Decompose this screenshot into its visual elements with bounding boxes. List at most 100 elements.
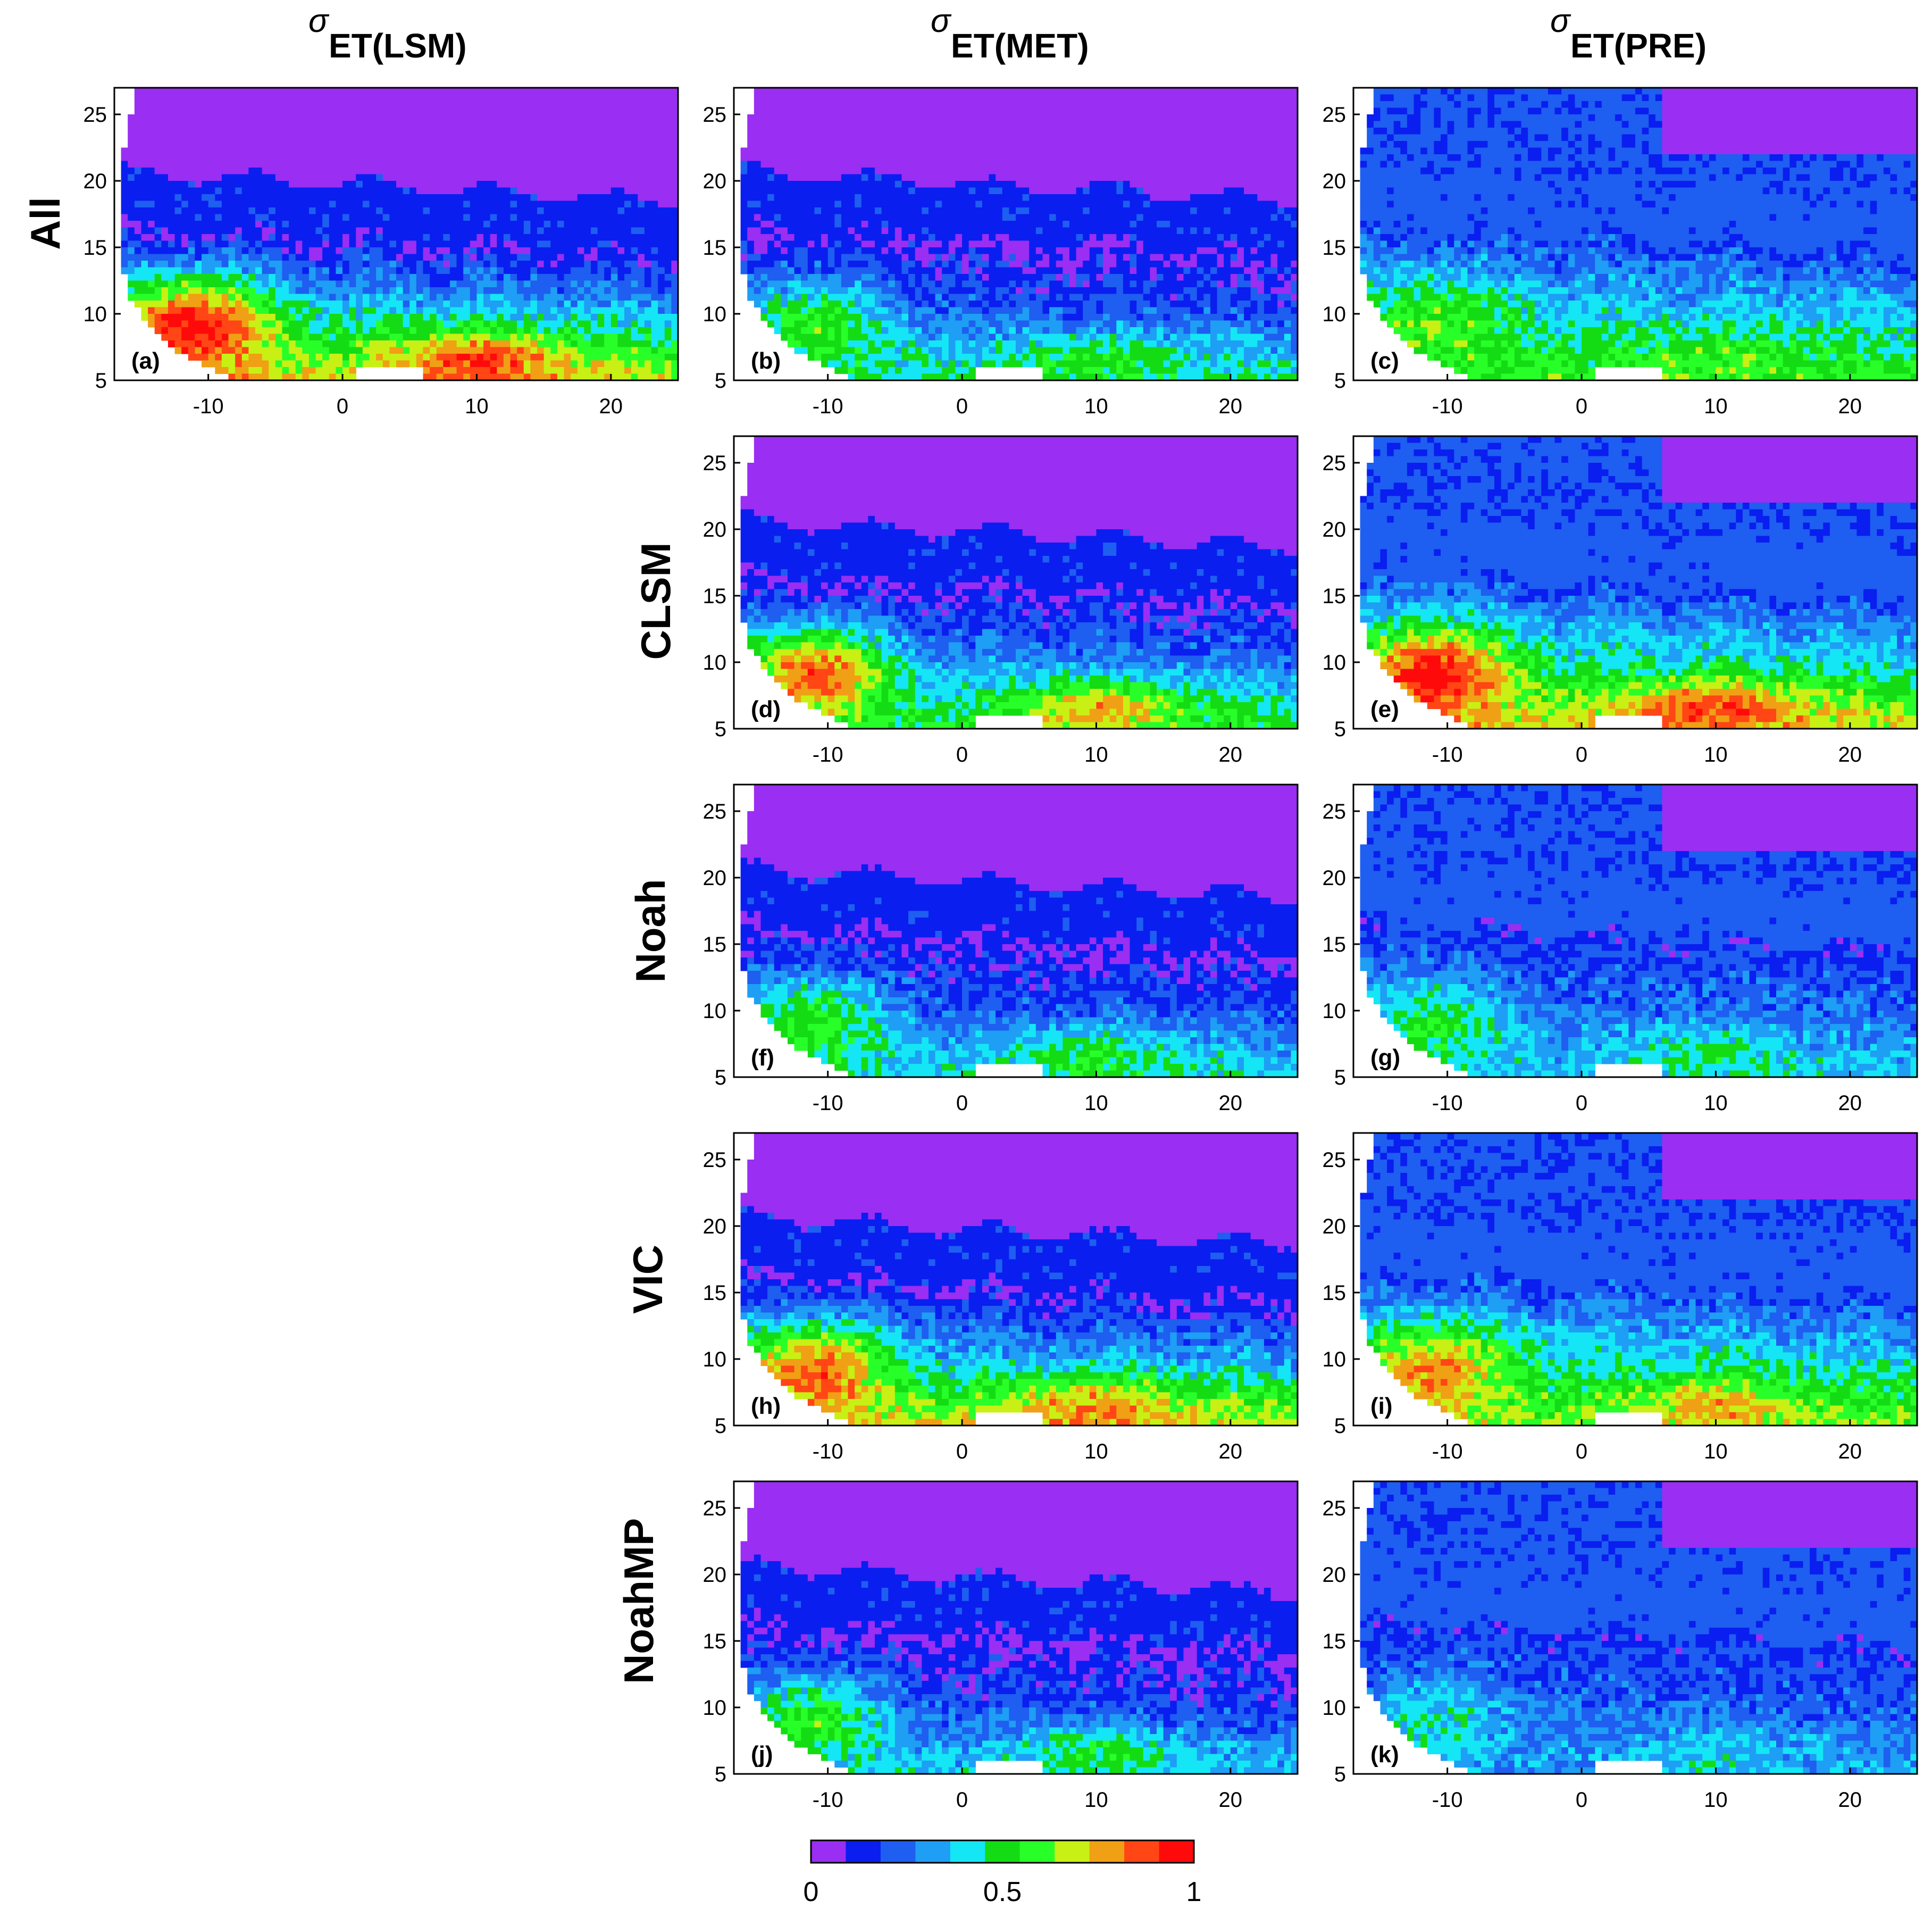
x-tick-label: 20 bbox=[1219, 1091, 1243, 1115]
panel-label: (d) bbox=[751, 696, 781, 722]
x-tick-label: -10 bbox=[813, 1440, 843, 1463]
x-tick-label: -10 bbox=[1432, 1091, 1463, 1115]
x-tick-label: 0 bbox=[956, 1091, 968, 1115]
colorbar-bin bbox=[915, 1840, 951, 1863]
x-tick-label: 10 bbox=[1084, 1440, 1108, 1463]
x-tick-label: 20 bbox=[599, 395, 623, 418]
x-tick-label: -10 bbox=[1432, 1440, 1463, 1463]
y-tick-label: 25 bbox=[703, 800, 727, 823]
x-tick-label: 10 bbox=[1704, 1440, 1728, 1463]
x-tick-label: 10 bbox=[1084, 395, 1108, 418]
colorbar-bin bbox=[846, 1840, 881, 1863]
x-tick-label: 10 bbox=[1084, 1091, 1108, 1115]
x-tick-label: 10 bbox=[1704, 1788, 1728, 1812]
map-panel-k: 25 20 15 10 5 -10 0 10 20 (k) bbox=[1323, 1480, 1918, 1812]
y-tick-label: 25 bbox=[1323, 452, 1346, 475]
axes-frame bbox=[1352, 784, 1918, 1078]
row-label-vic: VIC bbox=[624, 1245, 671, 1314]
y-tick-label: 20 bbox=[1323, 170, 1346, 193]
map-cells bbox=[740, 1133, 1298, 1426]
map-cells bbox=[121, 88, 678, 380]
x-tick-label: 0 bbox=[1576, 1788, 1587, 1812]
x-tick-label: 20 bbox=[1838, 1788, 1862, 1812]
colorbar: 0 0.5 1 bbox=[804, 1839, 1201, 1907]
colorbar-bin bbox=[1159, 1840, 1194, 1863]
map-cells bbox=[1360, 436, 1917, 729]
y-tick-label: 5 bbox=[715, 1763, 726, 1786]
y-tick-label: 25 bbox=[1323, 1497, 1346, 1520]
x-tick-label: 20 bbox=[1838, 395, 1862, 418]
row-label-noah: Noah bbox=[627, 879, 674, 983]
map-panel-b: 25 20 15 10 5 -10 0 10 20 (b) bbox=[703, 87, 1299, 418]
axes-frame bbox=[1352, 435, 1918, 730]
y-tick-label: 10 bbox=[703, 651, 727, 674]
colorbar-bin bbox=[1089, 1840, 1125, 1863]
x-tick-label: 0 bbox=[956, 1788, 968, 1812]
x-tick-label: 20 bbox=[1838, 1440, 1862, 1463]
column-title-pre: σ ET(PRE) bbox=[1550, 3, 1707, 65]
y-tick-label: 20 bbox=[83, 170, 107, 193]
map-panel-c: 25 20 15 10 5 -10 0 10 20 (c) bbox=[1323, 87, 1918, 418]
y-tick-label: 25 bbox=[1323, 800, 1346, 823]
x-tick-label: 0 bbox=[956, 395, 968, 418]
map-panel-i: 25 20 15 10 5 -10 0 10 20 (i) bbox=[1323, 1132, 1918, 1463]
x-tick-label: 0 bbox=[1576, 395, 1587, 418]
x-tick-label: 0 bbox=[1576, 1440, 1587, 1463]
column-title-sigma: σ bbox=[1550, 3, 1571, 39]
column-title-met: σ ET(MET) bbox=[931, 3, 1089, 65]
column-title-subscript: ET(PRE) bbox=[1570, 27, 1707, 65]
colorbar-frame bbox=[810, 1839, 1195, 1864]
y-tick-label: 25 bbox=[1323, 103, 1346, 127]
y-tick-label: 15 bbox=[83, 236, 107, 260]
map-panel-a: 25 20 15 10 5 -10 0 10 20 (a) bbox=[83, 87, 679, 418]
y-tick-label: 10 bbox=[703, 303, 727, 326]
map-cells bbox=[1360, 1133, 1917, 1426]
panel-label: (h) bbox=[751, 1393, 781, 1419]
y-tick-label: 20 bbox=[1323, 1215, 1346, 1238]
y-tick-label: 20 bbox=[1323, 1563, 1346, 1587]
map-panel-f: 25 20 15 10 5 -10 0 10 20 (f) bbox=[703, 784, 1299, 1115]
x-tick-label: 20 bbox=[1219, 1440, 1243, 1463]
y-tick-label: 15 bbox=[703, 585, 727, 608]
colorbar-bin bbox=[950, 1840, 985, 1863]
axes-frame bbox=[1352, 1132, 1918, 1427]
colorbar-bin bbox=[1124, 1840, 1160, 1863]
y-tick-label: 5 bbox=[1334, 718, 1346, 741]
y-tick-label: 5 bbox=[715, 718, 726, 741]
x-tick-label: -10 bbox=[813, 1091, 843, 1115]
x-tick-label: -10 bbox=[193, 395, 224, 418]
y-tick-label: 20 bbox=[703, 1215, 727, 1238]
y-tick-label: 5 bbox=[1334, 1763, 1346, 1786]
x-tick-label: -10 bbox=[813, 395, 843, 418]
axes-frame bbox=[1352, 1480, 1918, 1775]
y-tick-label: 15 bbox=[1323, 585, 1346, 608]
x-tick-label: -10 bbox=[1432, 743, 1463, 766]
colorbar-tick-label: 0 bbox=[804, 1877, 819, 1907]
map-cells bbox=[740, 1481, 1298, 1774]
x-tick-label: 20 bbox=[1219, 1788, 1243, 1812]
row-label-noahmp: NoahMP bbox=[615, 1518, 662, 1684]
map-cells bbox=[1360, 1481, 1917, 1774]
y-tick-label: 15 bbox=[703, 1281, 727, 1305]
map-cells bbox=[740, 88, 1298, 380]
column-title-lsm: σ ET(LSM) bbox=[308, 3, 467, 65]
y-tick-label: 20 bbox=[703, 170, 727, 193]
x-tick-label: 10 bbox=[1704, 1091, 1728, 1115]
row-label-clsm: CLSM bbox=[632, 543, 679, 660]
x-tick-label: -10 bbox=[1432, 1788, 1463, 1812]
y-tick-label: 25 bbox=[83, 103, 107, 127]
y-tick-label: 5 bbox=[715, 1066, 726, 1089]
y-tick-label: 10 bbox=[703, 999, 727, 1023]
x-tick-label: 0 bbox=[956, 1440, 968, 1463]
y-tick-label: 25 bbox=[1323, 1148, 1346, 1172]
axes-frame bbox=[1352, 87, 1918, 381]
panel-label: (g) bbox=[1370, 1045, 1400, 1071]
y-tick-label: 25 bbox=[703, 1148, 727, 1172]
y-tick-label: 5 bbox=[1334, 369, 1346, 393]
axes-frame bbox=[733, 87, 1299, 381]
axes-frame bbox=[733, 1132, 1299, 1427]
map-panel-g: 25 20 15 10 5 -10 0 10 20 (g) bbox=[1323, 784, 1918, 1115]
map-cells bbox=[740, 436, 1298, 729]
x-tick-label: 0 bbox=[337, 395, 348, 418]
map-panel-e: 25 20 15 10 5 -10 0 10 20 (e) bbox=[1323, 435, 1918, 766]
